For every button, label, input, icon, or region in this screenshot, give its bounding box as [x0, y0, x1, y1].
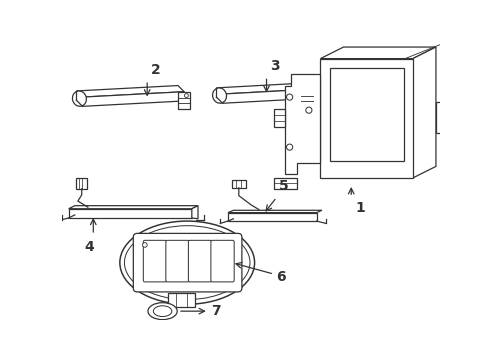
Polygon shape — [168, 293, 195, 307]
Circle shape — [185, 94, 188, 98]
Polygon shape — [82, 92, 184, 106]
Circle shape — [287, 94, 293, 100]
Text: 3: 3 — [270, 59, 280, 73]
Polygon shape — [301, 89, 314, 106]
Polygon shape — [320, 47, 436, 59]
Text: 5: 5 — [279, 179, 289, 193]
Ellipse shape — [153, 306, 172, 316]
Polygon shape — [178, 92, 190, 109]
Polygon shape — [228, 213, 317, 221]
Text: 4: 4 — [84, 239, 94, 253]
Text: 1: 1 — [355, 201, 365, 215]
Polygon shape — [274, 109, 285, 127]
Ellipse shape — [148, 303, 177, 320]
Polygon shape — [76, 178, 87, 189]
Polygon shape — [192, 206, 198, 219]
Polygon shape — [222, 89, 307, 103]
Polygon shape — [69, 209, 192, 218]
Polygon shape — [69, 206, 198, 209]
Polygon shape — [228, 210, 322, 213]
Text: 2: 2 — [151, 63, 161, 77]
Polygon shape — [232, 180, 245, 188]
Ellipse shape — [120, 221, 255, 304]
Circle shape — [143, 243, 147, 247]
Polygon shape — [217, 83, 307, 94]
FancyBboxPatch shape — [211, 240, 234, 282]
Circle shape — [306, 107, 312, 113]
Text: 6: 6 — [276, 270, 286, 284]
Ellipse shape — [213, 88, 226, 103]
FancyBboxPatch shape — [143, 240, 167, 282]
Polygon shape — [285, 74, 320, 174]
Polygon shape — [436, 103, 445, 133]
Polygon shape — [413, 47, 436, 178]
FancyBboxPatch shape — [188, 240, 212, 282]
Ellipse shape — [73, 91, 86, 106]
Circle shape — [287, 144, 293, 150]
FancyBboxPatch shape — [330, 68, 404, 161]
Polygon shape — [76, 86, 184, 97]
FancyBboxPatch shape — [133, 233, 242, 292]
Polygon shape — [274, 178, 297, 189]
FancyBboxPatch shape — [166, 240, 189, 282]
Circle shape — [308, 91, 312, 95]
Ellipse shape — [124, 226, 250, 300]
Polygon shape — [320, 59, 413, 178]
Text: 7: 7 — [211, 304, 220, 318]
